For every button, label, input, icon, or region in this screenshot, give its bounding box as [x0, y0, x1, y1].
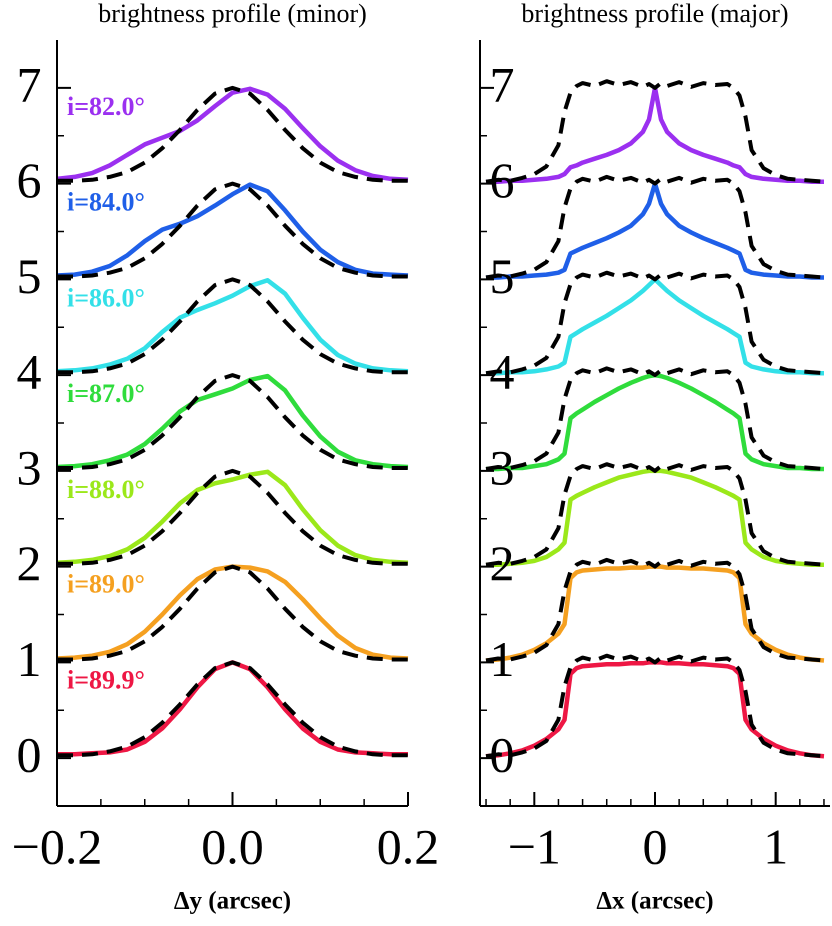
- model-line: [56, 86, 409, 183]
- x-axis-label: Δx (arcsec): [596, 888, 713, 915]
- y-tick-label: 7: [490, 56, 515, 112]
- x-tick-label: 0.0: [201, 818, 264, 874]
- y-tick-label: 1: [490, 631, 515, 687]
- model-line: [486, 277, 824, 376]
- y-tick-label: 4: [17, 344, 42, 400]
- observed-line: [57, 564, 408, 662]
- y-tick-label: 6: [490, 152, 515, 208]
- observed-line: [485, 79, 825, 184]
- panel-title: brightness profile (minor): [98, 0, 367, 28]
- inclination-label: i=84.0°: [67, 188, 145, 217]
- y-tick-label: 2: [490, 535, 515, 591]
- inclination-label: i=82.0°: [67, 92, 145, 121]
- observed-line: [57, 181, 408, 279]
- model-line: [56, 373, 409, 470]
- observed-line: [485, 653, 825, 759]
- y-tick-label: 4: [490, 344, 515, 400]
- model-line: [486, 181, 824, 280]
- observed-line: [485, 270, 825, 376]
- y-tick-label: 7: [17, 56, 42, 112]
- y-tick-label: 1: [17, 631, 42, 687]
- model-line: [56, 182, 409, 278]
- y-tick-label: 0: [17, 727, 42, 783]
- x-tick-label: 0.2: [377, 818, 440, 874]
- observed-line: [57, 660, 408, 758]
- observed-line: [57, 277, 408, 375]
- x-tick-label: −1: [508, 818, 561, 874]
- model-line: [486, 468, 824, 567]
- x-axis-label: Δy (arcsec): [174, 888, 291, 915]
- inclination-label: i=87.0°: [67, 379, 145, 408]
- y-tick-label: 2: [17, 535, 42, 591]
- y-tick-label: 5: [17, 248, 42, 304]
- model-line: [485, 564, 825, 663]
- inclination-label: i=89.0°: [67, 570, 145, 599]
- inclination-label: i=86.0°: [67, 283, 145, 312]
- observed-line: [485, 462, 825, 567]
- model-line: [56, 469, 409, 566]
- observed-line: [57, 468, 408, 566]
- observed-line: [57, 85, 408, 183]
- x-tick-label: 1: [763, 818, 788, 874]
- x-tick-label: −0.2: [12, 818, 103, 874]
- y-tick-label: 5: [490, 248, 515, 304]
- y-tick-label: 3: [17, 439, 42, 495]
- inclination-label: i=89.9°: [67, 665, 145, 694]
- panel-title: brightness profile (major): [521, 0, 788, 28]
- model-line: [56, 278, 409, 374]
- y-tick-label: 3: [490, 439, 515, 495]
- model-line: [486, 85, 824, 184]
- model-line: [486, 372, 824, 472]
- observed-line: [485, 557, 825, 663]
- x-tick-label: 0: [643, 818, 668, 874]
- inclination-label: i=88.0°: [67, 475, 145, 504]
- y-tick-label: 0: [490, 727, 515, 783]
- model-line: [485, 660, 825, 759]
- observed-line: [485, 366, 825, 471]
- observed-line: [57, 373, 408, 470]
- observed-line: [485, 174, 825, 280]
- y-tick-label: 6: [17, 152, 42, 208]
